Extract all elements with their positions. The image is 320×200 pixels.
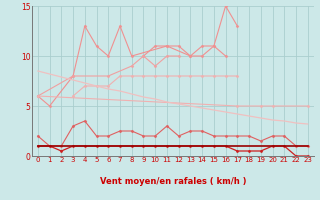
X-axis label: Vent moyen/en rafales ( km/h ): Vent moyen/en rafales ( km/h ) bbox=[100, 177, 246, 186]
